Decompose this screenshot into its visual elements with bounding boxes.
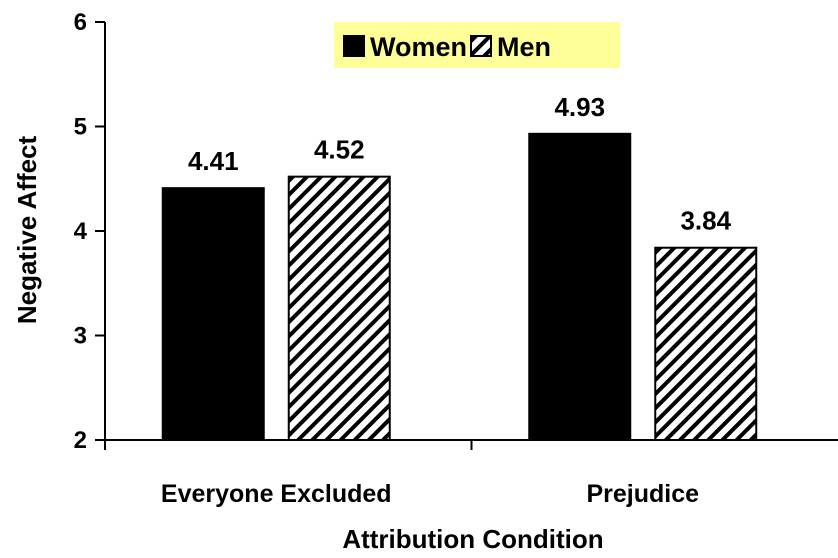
legend-label: Men <box>497 32 551 62</box>
y-tick-label: 5 <box>74 114 87 141</box>
y-tick-label: 2 <box>74 427 87 454</box>
x-tick-label: Prejudice <box>586 480 699 508</box>
legend-label: Women <box>370 32 467 62</box>
bar-men <box>287 175 391 441</box>
y-tick-label: 6 <box>74 9 87 36</box>
data-label: 4.52 <box>314 135 365 165</box>
legend-swatch <box>343 35 365 57</box>
data-label: 4.41 <box>188 146 239 176</box>
bar-women <box>161 187 265 441</box>
legend: Women Men <box>334 22 620 68</box>
data-label: 4.93 <box>554 92 605 122</box>
plot-area: 2 3 4 5 6 4.41 4.52 Everyone Excluded 4.93 3.84 Pr… <box>74 9 838 508</box>
y-tick-label: 3 <box>74 323 87 350</box>
x-tick-label: Everyone Excluded <box>161 480 392 508</box>
y-axis-title: Negative Affect <box>12 136 42 325</box>
bar-women <box>528 132 632 441</box>
legend-swatch <box>470 35 492 57</box>
x-axis-title: Attribution Condition <box>342 524 603 554</box>
y-tick-label: 4 <box>74 218 88 245</box>
data-label: 3.84 <box>680 206 731 236</box>
bar-men <box>654 246 758 441</box>
